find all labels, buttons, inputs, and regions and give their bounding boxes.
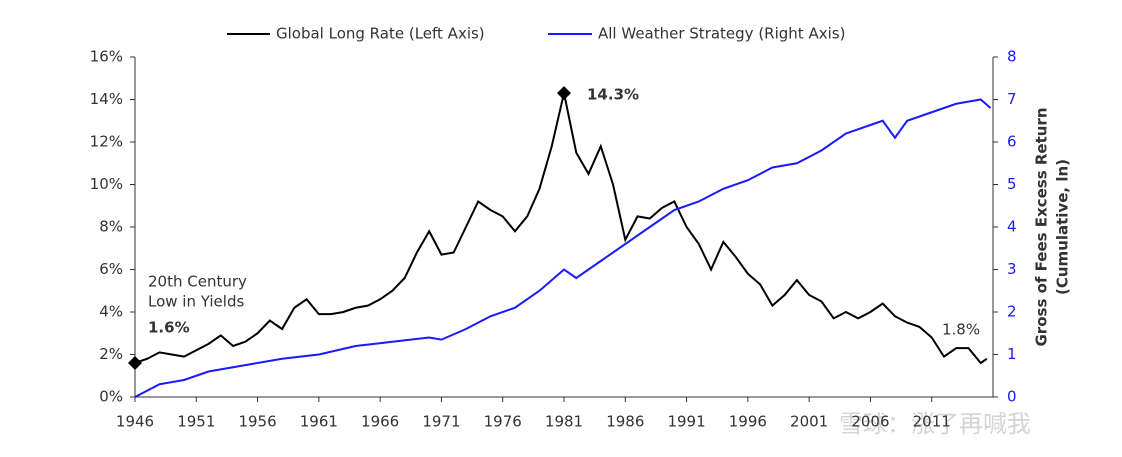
x-tick-label: 1996: [729, 413, 767, 431]
watermark: 雪球：涨了再喊我: [839, 410, 1031, 438]
x-tick-label: 1986: [606, 413, 644, 431]
y-tick-label: 8%: [99, 218, 123, 236]
y-tick-label: 10%: [90, 175, 123, 193]
y2-tick-label: 7: [1007, 90, 1017, 108]
legend-label: All Weather Strategy (Right Axis): [598, 25, 845, 43]
marker: [557, 86, 571, 101]
series-line: [134, 98, 992, 398]
x-tick-label: 1971: [422, 413, 460, 431]
x-tick-label: 2001: [790, 413, 828, 431]
x-tick-label: 1966: [361, 413, 399, 431]
x-tick-label: 1991: [667, 413, 705, 431]
x-tick-label: 1981: [545, 413, 583, 431]
x-tick-label: 2006: [851, 413, 889, 431]
y2-tick-label: 1: [1007, 345, 1017, 363]
annotation: Low in Yields: [148, 293, 244, 311]
legend-label: Global Long Rate (Left Axis): [276, 25, 485, 43]
annotation: 1.6%: [148, 319, 190, 337]
y2-tick-label: 6: [1007, 133, 1017, 151]
y-tick-label: 16%: [90, 48, 123, 66]
y2-tick-label: 3: [1007, 260, 1017, 278]
y-tick-label: 12%: [90, 133, 123, 151]
y-tick-label: 14%: [90, 90, 123, 108]
y2-tick-label: 8: [1007, 48, 1017, 66]
annotation: 1.8%: [942, 321, 980, 339]
y-tick-label: 4%: [99, 303, 123, 321]
x-tick-label: 1961: [300, 413, 338, 431]
x-tick-label: 1951: [177, 413, 215, 431]
annotation: 14.3%: [587, 86, 639, 104]
y-tick-label: 2%: [99, 345, 123, 363]
x-tick-label: 1976: [484, 413, 522, 431]
y-tick-label: 0%: [99, 388, 123, 406]
x-tick-label: 1946: [116, 413, 154, 431]
series-line: [134, 92, 988, 365]
y2-axis-title: Gross of Fees Excess Return: [1033, 108, 1051, 347]
y-tick-label: 6%: [99, 260, 123, 278]
y2-axis-title: (Cumulative, ln): [1054, 159, 1072, 295]
y2-tick-label: 5: [1007, 175, 1017, 193]
marker: [128, 356, 142, 370]
annotation: 20th Century: [148, 273, 247, 291]
x-tick-label: 2011: [913, 413, 951, 431]
y2-tick-label: 0: [1007, 388, 1017, 406]
x-tick-label: 1956: [238, 413, 276, 431]
y2-tick-label: 2: [1007, 303, 1017, 321]
y2-tick-label: 4: [1007, 218, 1017, 236]
